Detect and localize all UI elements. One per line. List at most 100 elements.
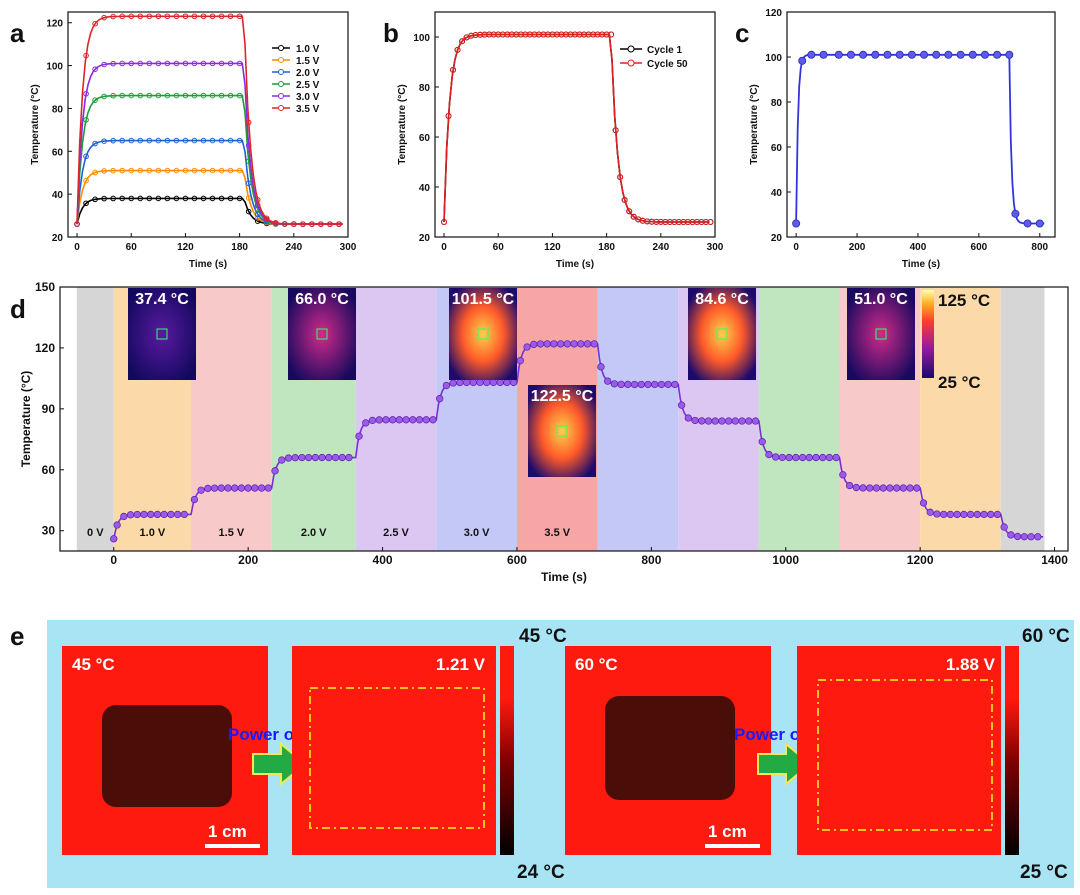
chart-d-data-point [257,484,266,492]
chart-a-data-point [227,13,234,20]
chart-a-data-point [327,221,333,227]
chart-a-data-point [137,60,144,67]
chart-b-x-tick-label: 0 [441,242,447,253]
chart-c-x-tick-label: 600 [971,242,988,253]
chart-a-legend-marker [278,45,284,51]
chart-a-data-point [146,195,153,202]
chart-c-x-tick-label: 400 [910,242,927,253]
chart-b-data-point [630,213,637,220]
chart-a-data-point [227,92,234,99]
chart-d-data-point [570,340,578,348]
chart-a-data-point [92,140,98,147]
chart-a-data-point [155,137,162,144]
chart-a-data-point [245,119,252,126]
chart-a-data-point [119,195,125,202]
thermal-temperature-label: 66.0 °C [295,291,349,308]
chart-d-data-point [671,380,679,389]
chart-a-data-point [191,167,198,174]
chart-d-data-point [543,340,551,348]
chart-d-data-point [429,416,437,424]
chart-a-y-tick-label: 100 [46,62,63,73]
chart-a-data-point [209,167,216,174]
chart-a-series-line [76,139,343,225]
chart-d-data-point [845,481,854,490]
chart-d-data-point [798,453,807,462]
chart-a-data-point [119,167,125,174]
crosshair-icon [477,328,489,340]
thermal-temperature-label: 51.0 °C [854,291,908,308]
chart-a: 0 60 120 180 240 300 20 40 60 80 100 120 Time (s) Tem… [30,11,357,270]
chart-a-data-point [128,92,135,99]
chart-a-data-point [200,13,207,20]
chart-d-data-point [919,499,928,507]
chart-d-data-point [684,414,692,422]
chart-a-x-tick-label: 300 [340,242,357,253]
segment-voltage-label: 3.0 V [464,527,490,539]
chart-d-data-point [147,510,155,519]
chart-d-data-point [173,510,182,519]
chart-a-data-point [128,13,135,20]
chart-a-data-point [236,92,243,99]
colorbar-max-label: 125 °C [938,291,990,310]
chart-d-data-point [375,416,383,424]
chart-d-data-point [583,340,592,348]
chart-b-data-point [445,112,452,119]
chart-d-data-point [271,467,279,475]
chart-d-data-point [899,484,908,492]
chart-d-data-point [476,378,484,387]
chart-a-x-tick-label: 0 [74,242,80,253]
chart-a-data-point [137,195,144,202]
chart-a-data-point [146,92,153,99]
chart-d-data-point [819,453,827,462]
chart-a-data-point [236,167,243,174]
chart-a-data-point [291,221,297,227]
chart-a-data-point [92,169,98,176]
dashed-region-left [309,687,485,829]
chart-c-series-line [795,53,1045,225]
chart-d-data-point [409,416,417,424]
chart-d-data-point [953,510,961,519]
chart-a-data-point [101,14,107,21]
chart-a-y-tick-label: 80 [52,104,64,115]
chart-d-x-tick-label: 0 [110,553,117,567]
chart-a-data-point [218,92,225,99]
chart-c-data-point [807,50,816,59]
chart-a-data-point [227,195,234,202]
chart-d-data-point [264,484,272,492]
chart-b-plot-frame [434,11,716,238]
chart-b-x-tick-label: 240 [652,242,669,253]
chart-d-data-point [664,380,672,389]
chart-a-data-point [146,137,153,144]
chart-d-data-point [395,416,404,424]
crosshair-icon [875,328,887,340]
chart-d-data-point [892,484,901,492]
chart-a-data-point [155,13,162,20]
chart-d-data-point [832,453,840,462]
chart-c-data-point [968,50,977,59]
chart-d-data-point [724,417,733,425]
chart-d-data-point [536,340,545,348]
chart-a-data-point [83,117,89,123]
chart-a-data-point [182,13,189,20]
chart-a-data-point [209,92,216,99]
chart-a-data-point [200,60,207,67]
chart-d-data-point [217,484,225,492]
chart-b-data-point [612,127,619,134]
temp-label-left: 45 °C [72,655,115,674]
chart-a-data-point [110,13,116,20]
chart-d-data-point [325,453,333,462]
chart-d-data-point [345,453,353,462]
chart-c-x-tick-label: 0 [793,242,799,253]
colorbar-left [500,646,514,855]
chart-a-data-point [83,153,89,160]
chart-c-y-tick-label: 60 [771,143,783,154]
chart-a-legend-label: 1.5 V [296,56,320,67]
chart-a-data-point [191,60,198,67]
chart-c-data-point [1035,219,1044,228]
thermal-image-after-right [797,646,1001,855]
chart-c-data-point [944,50,953,59]
chart-a-y-tick-label: 120 [46,19,63,30]
chart-a-data-point [101,195,107,202]
chart-d-data-point [677,401,686,409]
chart-d-data-point [946,510,955,519]
